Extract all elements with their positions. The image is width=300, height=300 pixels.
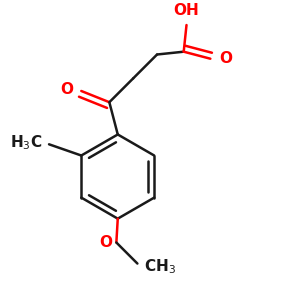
Text: O: O bbox=[60, 82, 73, 97]
Text: H$_3$C: H$_3$C bbox=[10, 134, 42, 152]
Text: OH: OH bbox=[174, 3, 200, 18]
Text: O: O bbox=[219, 51, 232, 66]
Text: CH$_3$: CH$_3$ bbox=[144, 257, 176, 276]
Text: O: O bbox=[99, 235, 112, 250]
